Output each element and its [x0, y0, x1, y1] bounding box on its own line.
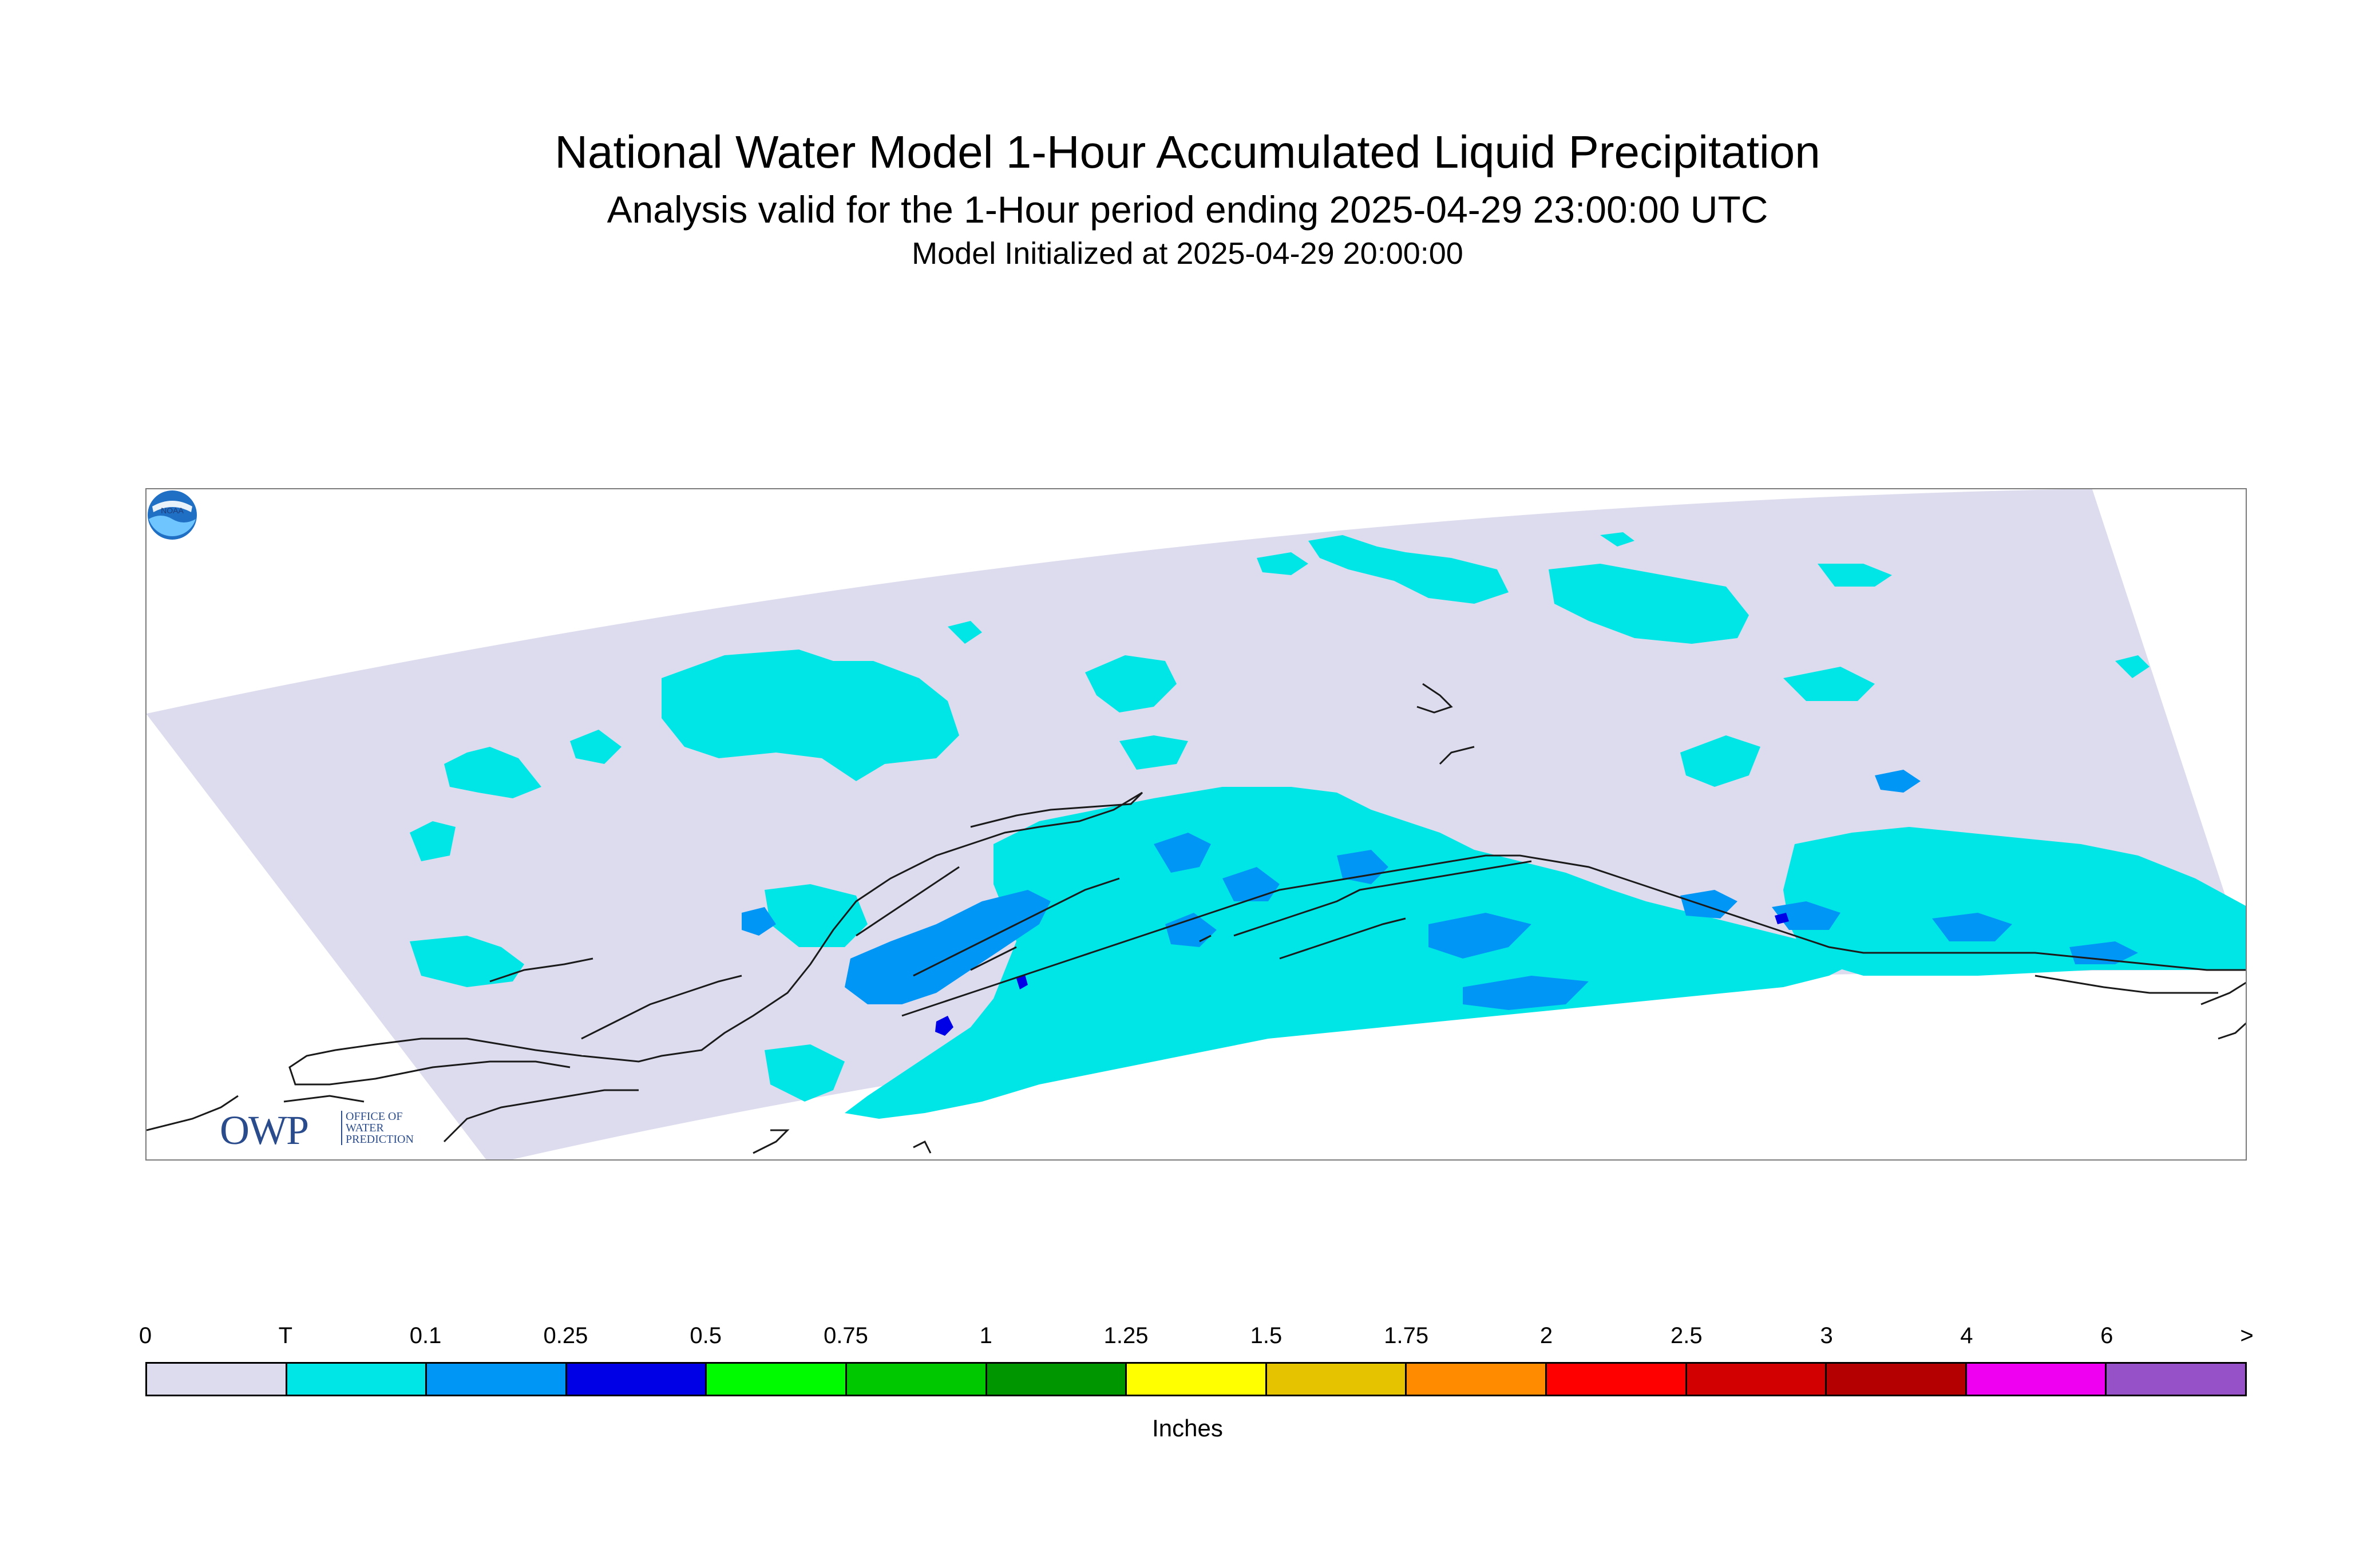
legend-swatch — [1546, 1364, 1687, 1395]
legend-swatch — [287, 1364, 428, 1395]
legend-tick-label: 2 — [1539, 1323, 1553, 1348]
legend-tick-label: 1.75 — [1384, 1323, 1429, 1348]
legend-tick-label: 6 — [2100, 1323, 2113, 1348]
owp-logo: OWP OFFICE OF WATER PREDICTION — [220, 1107, 426, 1153]
owp-logo-subtitle: OFFICE OF WATER PREDICTION — [341, 1111, 414, 1145]
legend-tick-label: 3 — [1820, 1323, 1833, 1348]
noaa-logo-text: NOAA — [161, 506, 184, 515]
legend-tick-label: > — [2240, 1323, 2254, 1348]
legend-swatch — [1966, 1364, 2107, 1395]
trace-precip-areas — [410, 532, 2246, 1119]
legend-swatch — [567, 1364, 707, 1395]
legend-tick-label: 0 — [138, 1323, 152, 1348]
legend-swatch — [2107, 1364, 2245, 1395]
legend-swatch — [1127, 1364, 1267, 1395]
legend-tick-label: 2.5 — [1670, 1323, 1703, 1348]
coastlines — [147, 683, 2246, 1154]
map-title: National Water Model 1-Hour Accumulated … — [555, 126, 1820, 177]
legend-swatch — [147, 1364, 287, 1395]
legend-units-label: Inches — [1152, 1415, 1223, 1442]
legend-tick-label: 0.1 — [409, 1323, 442, 1348]
domain-edge — [147, 489, 2093, 715]
legend-swatch — [1266, 1364, 1407, 1395]
legend-tick-label: T — [278, 1323, 293, 1348]
owp-logo-letters: OWP — [220, 1107, 309, 1153]
legend-swatch — [1827, 1364, 1967, 1395]
legend-tick-label: 0.5 — [690, 1323, 722, 1348]
legend-tick-label: 0.75 — [824, 1323, 868, 1348]
legend-swatch — [1687, 1364, 1827, 1395]
legend-tick-label: 0.25 — [543, 1323, 588, 1348]
legend-swatch — [707, 1364, 847, 1395]
model-init-time: Model Initialized at 2025-04-29 20:00:00 — [912, 236, 1463, 271]
legend-tick-label: 1.5 — [1250, 1323, 1282, 1348]
legend-tick-label: 1 — [979, 1323, 992, 1348]
legend-tick-label: 4 — [1960, 1323, 1973, 1348]
legend-tick-label: 1.25 — [1103, 1323, 1149, 1348]
map-canvas — [147, 489, 2246, 1159]
legend-swatch — [1407, 1364, 1547, 1395]
legend-swatch — [427, 1364, 567, 1395]
legend-colorbar — [145, 1362, 2247, 1396]
map-subtitle: Analysis valid for the 1-Hour period end… — [607, 188, 1768, 231]
legend-swatch — [846, 1364, 987, 1395]
noaa-logo-icon: NOAA — [148, 490, 197, 540]
light-precip-areas — [742, 770, 2138, 1010]
heavy-precip-areas — [935, 913, 1789, 1036]
precipitation-map: OWP OFFICE OF WATER PREDICTION NOAA — [145, 488, 2247, 1161]
legend-swatch — [987, 1364, 1127, 1395]
